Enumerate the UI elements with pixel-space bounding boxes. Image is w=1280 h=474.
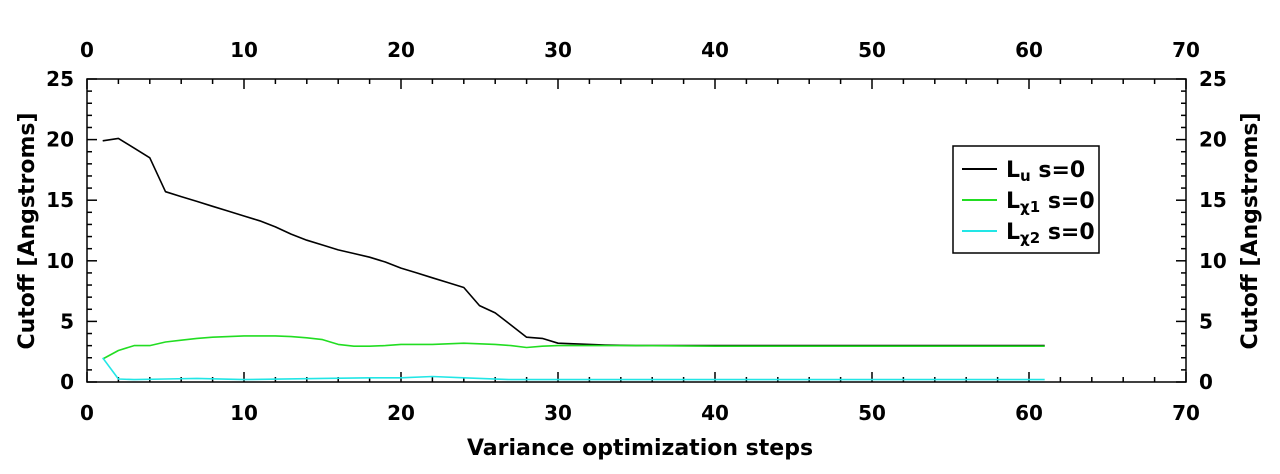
x-tick-label-bottom: 20 (387, 401, 415, 425)
y-tick-label-left: 20 (46, 128, 74, 152)
y-tick-label-left: 5 (60, 309, 74, 333)
x-tick-label-bottom: 10 (230, 401, 258, 425)
series-line-lchi2 (102, 357, 1045, 381)
y-axis-title-right: Cutoff [Angstroms] (1238, 112, 1263, 349)
legend-entry-lchi2: Lχ2 s=0 (962, 220, 1095, 247)
x-tick-label-top: 20 (387, 38, 415, 62)
x-tick-label-bottom: 40 (701, 401, 729, 425)
x-tick-label-top: 0 (80, 38, 94, 62)
x-tick-label-top: 10 (230, 38, 258, 62)
legend-entry-lu: Lu s=0 (962, 158, 1085, 185)
x-tick-label-bottom: 30 (544, 401, 572, 425)
y-tick-label-right: 5 (1199, 309, 1213, 333)
chart-series (102, 137, 1045, 381)
y-axis-title-left: Cutoff [Angstroms] (15, 112, 40, 349)
y-tick-label-right: 15 (1199, 188, 1227, 212)
y-tick-label-left: 0 (60, 370, 74, 394)
x-tick-label-bottom: 0 (80, 401, 94, 425)
legend-label-lchi2: Lχ2 s=0 (1006, 220, 1095, 247)
x-tick-label-top: 70 (1172, 38, 1200, 62)
x-tick-label-top: 60 (1015, 38, 1043, 62)
x-tick-label-top: 40 (701, 38, 729, 62)
series-line-lchi1 (102, 335, 1045, 360)
y-tick-label-left: 25 (46, 67, 74, 91)
y-tick-label-right: 20 (1199, 128, 1227, 152)
y-tick-label-right: 0 (1199, 370, 1213, 394)
legend-label-lchi1: Lχ1 s=0 (1006, 189, 1095, 216)
legend-label-lu: Lu s=0 (1006, 158, 1085, 185)
legend-entry-lchi1: Lχ1 s=0 (962, 189, 1095, 216)
y-tick-label-right: 10 (1199, 249, 1227, 273)
x-tick-label-bottom: 70 (1172, 401, 1200, 425)
legend-box (952, 145, 1100, 254)
x-tick-label-bottom: 60 (1015, 401, 1043, 425)
plot-frame (86, 78, 1187, 383)
y-tick-label-left: 15 (46, 188, 74, 212)
x-tick-label-top: 50 (858, 38, 886, 62)
y-tick-label-left: 10 (46, 249, 74, 273)
x-axis-title: Variance optimization steps (467, 436, 813, 461)
y-tick-label-right: 25 (1199, 67, 1227, 91)
legend: Lu s=0 Lχ1 s=0 Lχ2 s=0 (952, 145, 1100, 254)
x-tick-label-bottom: 50 (858, 401, 886, 425)
x-tick-label-top: 30 (544, 38, 572, 62)
series-line-lu (102, 137, 1045, 347)
